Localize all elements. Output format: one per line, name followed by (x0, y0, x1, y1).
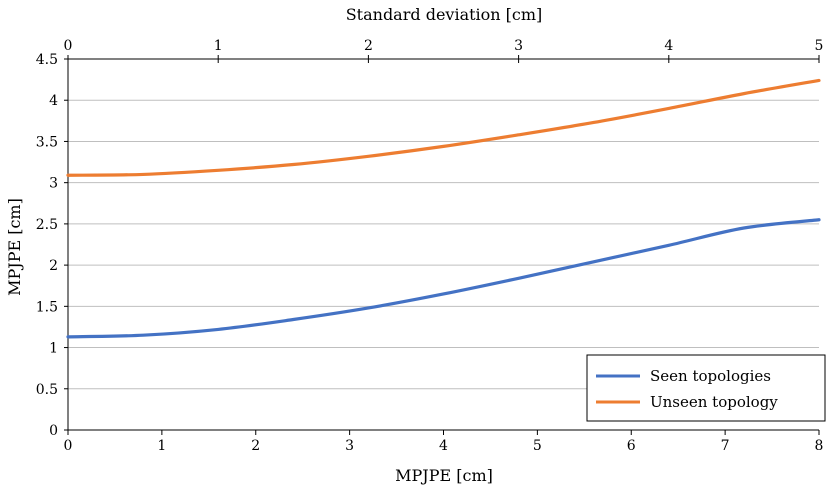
series-line-unseen-topology (66, 78, 821, 177)
x2-axis-title: Standard deviation [cm] (346, 5, 543, 24)
x2-tick-label: 4 (664, 38, 673, 54)
x-tick-label: 6 (627, 438, 636, 454)
y-tick-label: 0 (49, 423, 58, 439)
x2-tick-label: 2 (364, 38, 373, 54)
tick-labels: 0 0.5 1 1.5 2 2.5 3 3.5 4 4.5 0 1 2 3 4 5 6 7 8 0 1 2 3 4 5 (36, 38, 824, 454)
y-axis-title: MPJPE [cm] (5, 198, 24, 296)
y-tick-label: 4.5 (36, 52, 58, 68)
x2-tick-label: 5 (815, 38, 824, 54)
series-lines (66, 78, 821, 339)
x2-tick-label: 3 (514, 38, 523, 54)
legend: Seen topologies Unseen topology (586, 354, 826, 422)
x-tick-label: 2 (251, 438, 260, 454)
x2-tick-label: 0 (64, 38, 73, 54)
x-tick-label: 3 (345, 438, 354, 454)
y-tick-label: 0.5 (36, 382, 58, 398)
y-tick-label: 2.5 (36, 217, 58, 233)
series-line-seen-topologies (66, 218, 821, 339)
legend-label-seen: Seen topologies (650, 367, 771, 385)
x-tick-label: 4 (439, 438, 448, 454)
grid-lines (68, 58, 819, 390)
y-tick-label: 1.5 (36, 299, 58, 315)
y-tick-label: 1 (49, 341, 58, 357)
x2-tick-label: 1 (214, 38, 223, 54)
y-tick-label: 4 (49, 93, 58, 109)
x-tick-label: 0 (64, 438, 73, 454)
x-tick-label: 7 (721, 438, 730, 454)
x-tick-label: 1 (157, 438, 166, 454)
y-tick-label: 3 (49, 176, 58, 192)
legend-box (586, 354, 826, 422)
x-tick-label: 5 (533, 438, 542, 454)
axes (64, 55, 820, 435)
x-tick-label: 8 (815, 438, 824, 454)
y-tick-label: 3.5 (36, 134, 58, 150)
x-axis-title: MPJPE [cm] (395, 466, 493, 485)
legend-label-unseen: Unseen topology (650, 393, 778, 411)
y-tick-label: 2 (49, 258, 58, 274)
